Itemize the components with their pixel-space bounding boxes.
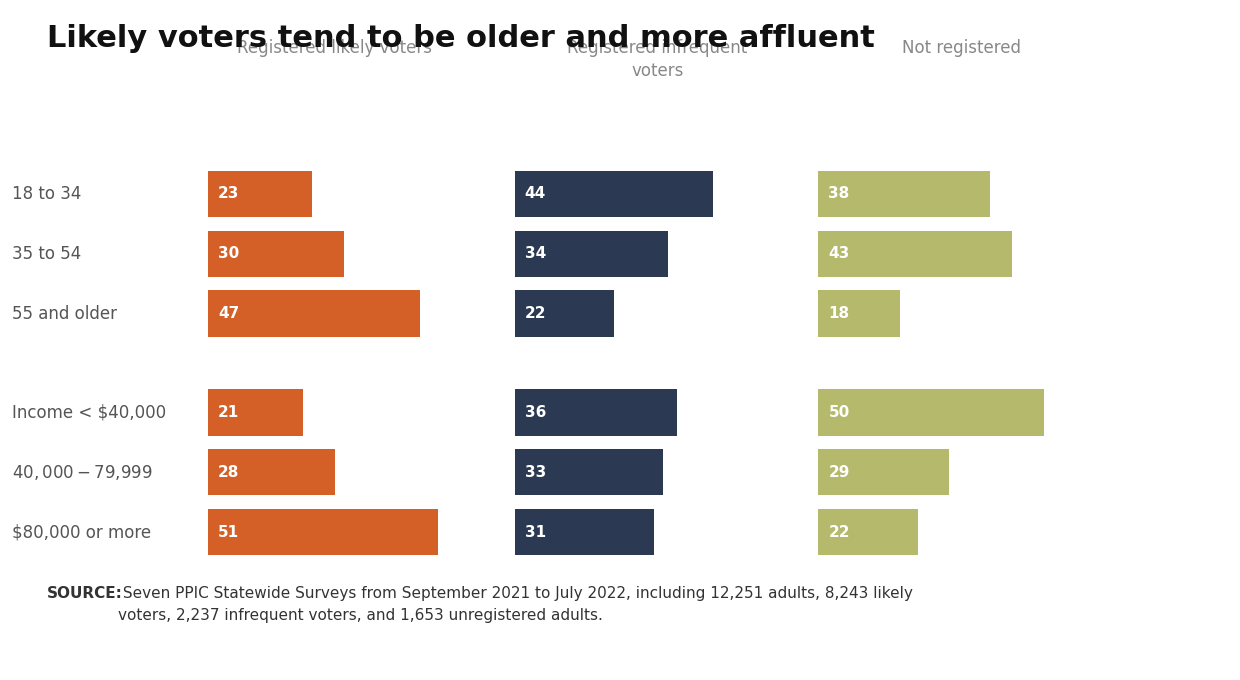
Bar: [515, 389, 677, 436]
Bar: [515, 171, 713, 217]
Text: Income < $40,000: Income < $40,000: [12, 403, 166, 422]
Text: 21: 21: [218, 405, 239, 420]
Bar: [515, 290, 614, 337]
Text: Registered likely voters: Registered likely voters: [237, 39, 433, 57]
Text: 55 and older: 55 and older: [12, 305, 118, 323]
Text: 38: 38: [828, 186, 849, 201]
Text: 44: 44: [525, 186, 546, 201]
Bar: [515, 509, 655, 556]
Text: SOURCE:: SOURCE:: [47, 585, 123, 600]
Text: Seven PPIC Statewide Surveys from September 2021 to July 2022, including 12,251 : Seven PPIC Statewide Surveys from Septem…: [118, 585, 913, 623]
Bar: [818, 290, 899, 337]
Text: 28: 28: [218, 464, 239, 479]
Text: 23: 23: [218, 186, 239, 201]
Text: 18 to 34: 18 to 34: [12, 185, 82, 203]
Bar: [208, 509, 438, 556]
Bar: [818, 231, 1012, 277]
Text: $40,000 - $79,999: $40,000 - $79,999: [12, 462, 154, 481]
Text: 31: 31: [525, 524, 546, 539]
Text: 47: 47: [218, 306, 239, 321]
Bar: [208, 231, 343, 277]
Text: 35 to 54: 35 to 54: [12, 245, 82, 263]
Text: 22: 22: [525, 306, 546, 321]
Bar: [515, 231, 668, 277]
Text: 51: 51: [218, 524, 239, 539]
Bar: [818, 171, 990, 217]
Text: 50: 50: [828, 405, 849, 420]
Text: 18: 18: [828, 306, 849, 321]
Bar: [208, 449, 335, 496]
Text: 22: 22: [828, 524, 849, 539]
Text: 30: 30: [218, 246, 239, 261]
Text: Likely voters tend to be older and more affluent: Likely voters tend to be older and more …: [47, 24, 875, 53]
Bar: [818, 449, 949, 496]
Bar: [515, 449, 663, 496]
Bar: [208, 171, 312, 217]
Text: 36: 36: [525, 405, 546, 420]
Bar: [208, 290, 420, 337]
Text: Not registered: Not registered: [901, 39, 1021, 57]
Text: 43: 43: [828, 246, 849, 261]
Text: $80,000 or more: $80,000 or more: [12, 523, 151, 541]
Bar: [818, 389, 1044, 436]
Text: 29: 29: [828, 464, 849, 479]
Bar: [208, 389, 303, 436]
Text: Registered infrequent
voters: Registered infrequent voters: [567, 39, 748, 80]
Text: 33: 33: [525, 464, 546, 479]
Text: 34: 34: [525, 246, 546, 261]
Bar: [818, 509, 918, 556]
